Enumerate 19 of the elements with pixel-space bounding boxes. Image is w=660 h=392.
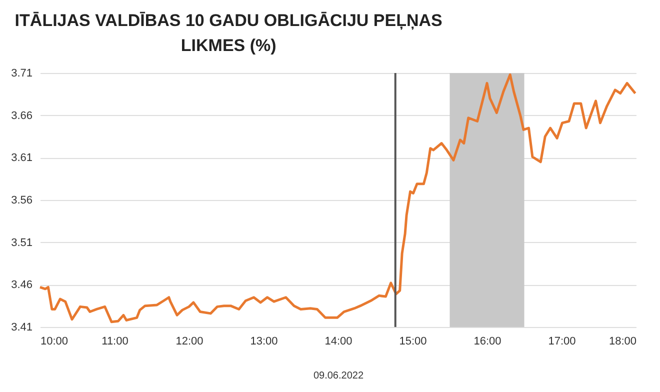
x-axis-title: 09.06.2022 — [313, 370, 364, 382]
y-tick-label: 3.51 — [11, 236, 32, 249]
y-tick-label: 3.66 — [11, 110, 32, 122]
y-tick-label: 3.56 — [11, 194, 32, 206]
x-tick-label: 18:00 — [608, 336, 636, 348]
x-tick-label: 15:00 — [399, 336, 427, 348]
x-tick-label: 12:00 — [176, 336, 204, 348]
x-tick-label: 11:00 — [102, 336, 128, 348]
line-series — [38, 73, 637, 324]
y-tick-label: 3.61 — [11, 152, 32, 164]
x-tick-label: 17:00 — [548, 336, 576, 348]
y-tick-label: 3.46 — [11, 279, 32, 292]
x-tick-label: 16:00 — [474, 336, 502, 348]
y-tick-label: 3.41 — [11, 322, 32, 334]
x-tick-label: 13:00 — [250, 336, 278, 348]
y-tick-label: 3.71 — [11, 68, 32, 80]
chart-title: ITĀLIJAS VALDĪBAS 10 GADU OBLIGĀCIJU PEĻŅAS LIKMES (%) — [14, 11, 442, 55]
x-tick-label: 14:00 — [324, 336, 352, 348]
x-tick-label: 10:00 — [40, 336, 68, 348]
